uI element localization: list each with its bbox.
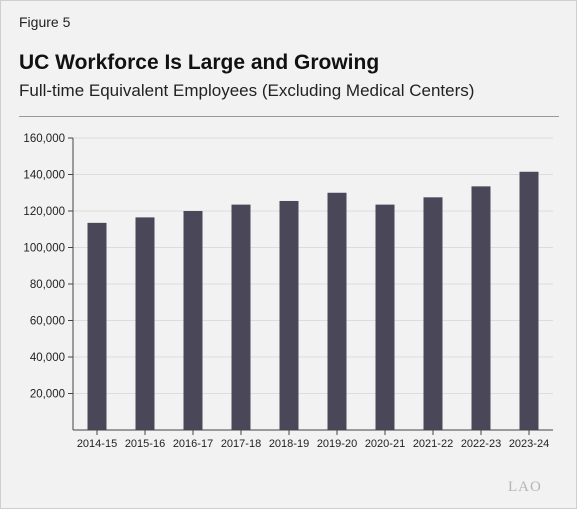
x-tick-label: 2015-16	[125, 438, 165, 450]
bar	[471, 186, 491, 430]
x-tick-label: 2016-17	[173, 438, 213, 450]
x-tick-label: 2022-23	[461, 438, 501, 450]
chart-subtitle: Full-time Equivalent Employees (Excludin…	[19, 81, 475, 100]
x-tick-label: 2023-24	[509, 438, 549, 450]
bar	[423, 197, 443, 430]
y-tick-label: 140,000	[23, 170, 65, 182]
x-tick-label: 2019-20	[317, 438, 357, 450]
y-tick-label: 100,000	[23, 243, 65, 255]
bar	[519, 171, 539, 430]
bar	[327, 192, 347, 430]
y-tick-label: 160,000	[23, 133, 65, 145]
lao-logo: LAO	[508, 479, 542, 495]
y-tick-label: 80,000	[30, 279, 65, 291]
figure-label: Figure 5	[19, 14, 71, 30]
bar	[231, 204, 251, 430]
x-tick-label: 2020-21	[365, 438, 405, 450]
y-tick-label: 60,000	[30, 316, 65, 328]
bar	[375, 204, 395, 430]
x-tick-label: 2018-19	[269, 438, 309, 450]
axes	[72, 138, 553, 431]
y-axis-ticks: 20,000 40,000 60,000 80,000 100,000 120,000 14…	[23, 133, 73, 401]
bar	[279, 200, 299, 430]
bar	[183, 211, 203, 430]
y-tick-label: 20,000	[30, 389, 65, 401]
x-axis-ticks: 2014-15 2015-16 2016-17 2017-18 2018-19 2019-…	[77, 430, 549, 450]
bar	[87, 222, 107, 430]
x-tick-label: 2014-15	[77, 438, 117, 450]
title-divider	[19, 116, 559, 117]
y-tick-label: 40,000	[30, 352, 65, 364]
x-tick-label: 2021-22	[413, 438, 453, 450]
x-tick-label: 2017-18	[221, 438, 261, 450]
y-tick-label: 120,000	[23, 206, 65, 218]
bars	[87, 171, 539, 430]
chart-title: UC Workforce Is Large and Growing	[19, 51, 380, 74]
bar	[135, 217, 155, 430]
